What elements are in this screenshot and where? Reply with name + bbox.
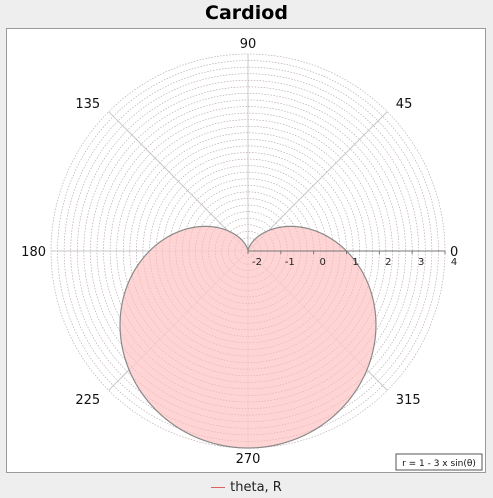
radial-tick-label: 3 (418, 257, 424, 268)
angle-tick-label: 315 (396, 393, 421, 408)
angle-tick-label: 90 (240, 37, 257, 52)
angle-tick-label: 225 (75, 393, 100, 408)
radial-tick-label: 2 (385, 257, 391, 268)
series-curve (119, 225, 377, 449)
radial-tick-label: 1 (352, 257, 358, 268)
legend-item: theta, R (211, 480, 282, 495)
legend: theta, R (0, 477, 493, 497)
legend-label: theta, R (230, 479, 282, 495)
annotation-box (395, 453, 483, 471)
angle-tick-label: 135 (75, 97, 100, 112)
grid-spoke (108, 111, 249, 252)
legend-line-icon (211, 486, 226, 488)
radial-tick-label: -2 (252, 257, 262, 268)
angle-tick-label: 45 (396, 97, 413, 112)
radial-tick-label: 0 (319, 257, 325, 268)
radial-tick-label: -1 (285, 257, 295, 268)
angle-tick-label: 270 (236, 452, 261, 467)
grid-spoke (247, 111, 388, 252)
chart-title: Cardiod (205, 2, 288, 24)
formula-annotation: r = 1 - 3 x sin(θ) (402, 459, 476, 469)
angle-tick-label: 180 (21, 245, 46, 260)
angle-tick-label: 0 (450, 245, 458, 260)
radial-tick-label: 4 (451, 257, 457, 268)
